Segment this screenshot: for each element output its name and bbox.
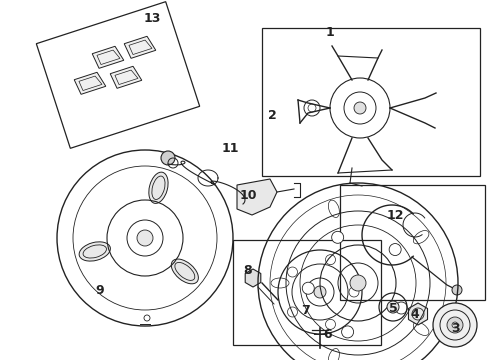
Ellipse shape — [149, 172, 168, 203]
Text: 12: 12 — [386, 208, 404, 221]
Text: 11: 11 — [221, 141, 239, 154]
Polygon shape — [74, 72, 106, 94]
Circle shape — [452, 285, 462, 295]
Text: 4: 4 — [411, 309, 419, 321]
Ellipse shape — [172, 259, 198, 284]
Circle shape — [161, 151, 175, 165]
Circle shape — [288, 307, 297, 317]
Ellipse shape — [79, 242, 110, 261]
Polygon shape — [245, 269, 261, 287]
Circle shape — [389, 244, 401, 256]
Circle shape — [314, 286, 326, 298]
Polygon shape — [409, 303, 428, 325]
Circle shape — [325, 319, 336, 329]
Bar — [340, 185, 485, 300]
Text: 5: 5 — [389, 302, 397, 315]
Circle shape — [350, 275, 366, 291]
Bar — [262, 28, 480, 176]
Text: 13: 13 — [143, 12, 161, 24]
Text: 7: 7 — [301, 303, 309, 316]
Circle shape — [137, 230, 153, 246]
Circle shape — [447, 317, 463, 333]
Circle shape — [302, 282, 314, 294]
Text: 3: 3 — [451, 321, 459, 334]
Polygon shape — [110, 66, 142, 88]
Text: 6: 6 — [324, 328, 332, 342]
Bar — [233, 240, 381, 345]
Circle shape — [288, 267, 297, 277]
Text: 8: 8 — [244, 264, 252, 276]
Text: 1: 1 — [326, 26, 334, 39]
Circle shape — [342, 326, 354, 338]
Circle shape — [354, 102, 366, 114]
Polygon shape — [124, 36, 156, 58]
Polygon shape — [92, 46, 124, 68]
Text: 10: 10 — [239, 189, 257, 202]
Circle shape — [387, 301, 399, 313]
Circle shape — [433, 303, 477, 347]
Text: 9: 9 — [96, 284, 104, 297]
Circle shape — [395, 302, 407, 314]
Circle shape — [349, 287, 359, 297]
Circle shape — [332, 231, 343, 243]
Circle shape — [325, 255, 336, 265]
Text: 2: 2 — [268, 108, 276, 122]
Polygon shape — [237, 179, 277, 215]
